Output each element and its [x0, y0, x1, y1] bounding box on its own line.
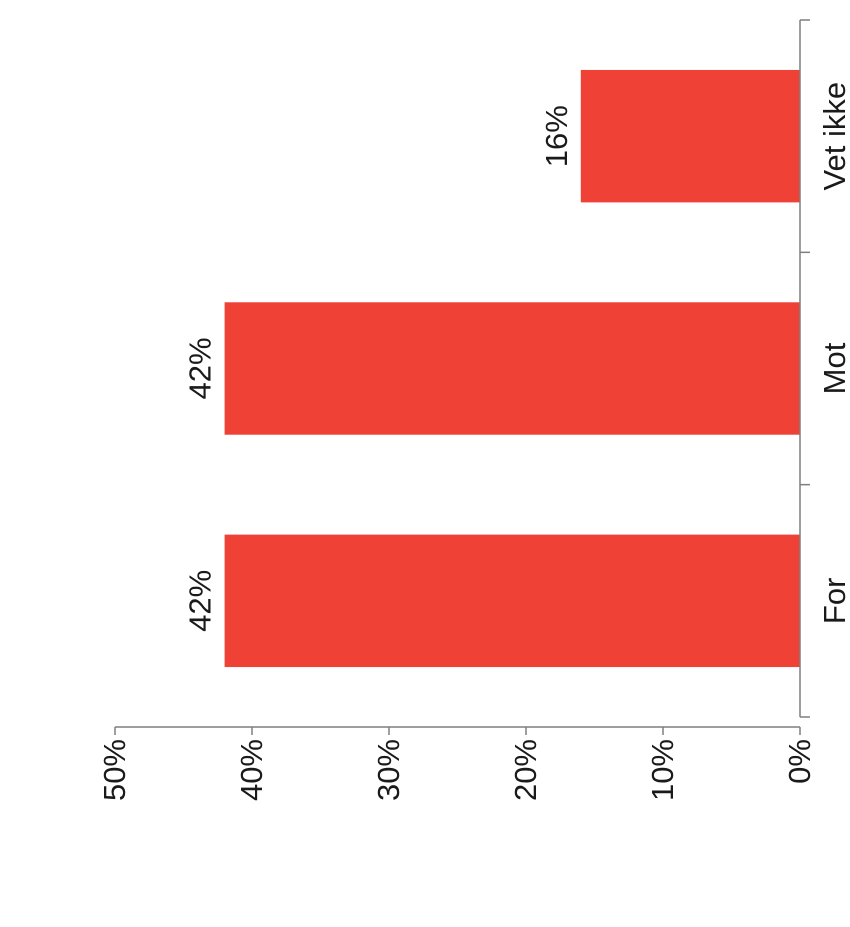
data-label-0: 42%: [183, 570, 218, 632]
labels-group: 42% 42% 16% For Mot Vet ikke(leses ikke) 0% 10%…: [97, 58, 850, 801]
data-label-1: 42%: [183, 337, 218, 399]
bar-0: [224, 534, 801, 668]
chart-rotated-group: 42% 42% 16% For Mot Vet ikke(leses ikke) 0% 10%…: [97, 19, 850, 801]
data-label-2: 16%: [539, 105, 574, 167]
value-tick-label-4: 40%: [234, 739, 269, 801]
value-tick-label-1: 10%: [645, 739, 680, 801]
category-label-0: For: [817, 578, 850, 625]
bar-1: [224, 302, 801, 435]
axes-group: [114, 19, 810, 735]
category-label-2: Vet ikke(leses ikke): [817, 58, 850, 215]
value-tick-label-0: 0%: [782, 739, 817, 784]
value-tick-label-3: 30%: [371, 739, 406, 801]
bars-group: [224, 69, 801, 668]
bar-2: [580, 69, 800, 203]
category-label-1: Mot: [817, 342, 850, 394]
value-tick-label-5: 50%: [97, 739, 132, 801]
value-tick-label-2: 20%: [508, 739, 543, 801]
